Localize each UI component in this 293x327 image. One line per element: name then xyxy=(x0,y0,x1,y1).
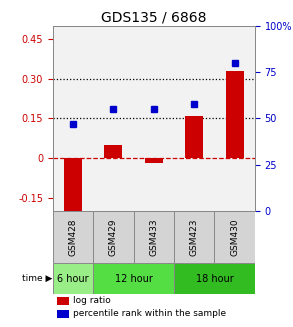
Bar xyxy=(53,263,93,295)
Text: GSM429: GSM429 xyxy=(109,218,118,255)
Bar xyxy=(214,211,255,263)
Text: percentile rank within the sample: percentile rank within the sample xyxy=(73,309,226,318)
Bar xyxy=(57,297,69,305)
Text: 6 hour: 6 hour xyxy=(57,274,89,284)
Bar xyxy=(174,263,255,295)
Bar xyxy=(104,145,122,158)
Text: GSM430: GSM430 xyxy=(230,218,239,256)
Bar xyxy=(93,211,134,263)
Text: 18 hour: 18 hour xyxy=(196,274,233,284)
Bar xyxy=(185,116,203,158)
Title: GDS135 / 6868: GDS135 / 6868 xyxy=(101,11,207,25)
Bar xyxy=(93,263,174,295)
Text: GSM428: GSM428 xyxy=(69,218,77,255)
Bar xyxy=(174,211,214,263)
Text: time ▶: time ▶ xyxy=(22,274,53,283)
Text: 12 hour: 12 hour xyxy=(115,274,153,284)
Text: GSM433: GSM433 xyxy=(149,218,158,256)
Text: log ratio: log ratio xyxy=(73,297,111,305)
Bar xyxy=(64,158,82,211)
Bar xyxy=(134,211,174,263)
Bar xyxy=(57,310,69,318)
Bar xyxy=(226,71,244,158)
Text: GSM423: GSM423 xyxy=(190,218,199,255)
Bar xyxy=(53,211,93,263)
Bar xyxy=(145,158,163,163)
